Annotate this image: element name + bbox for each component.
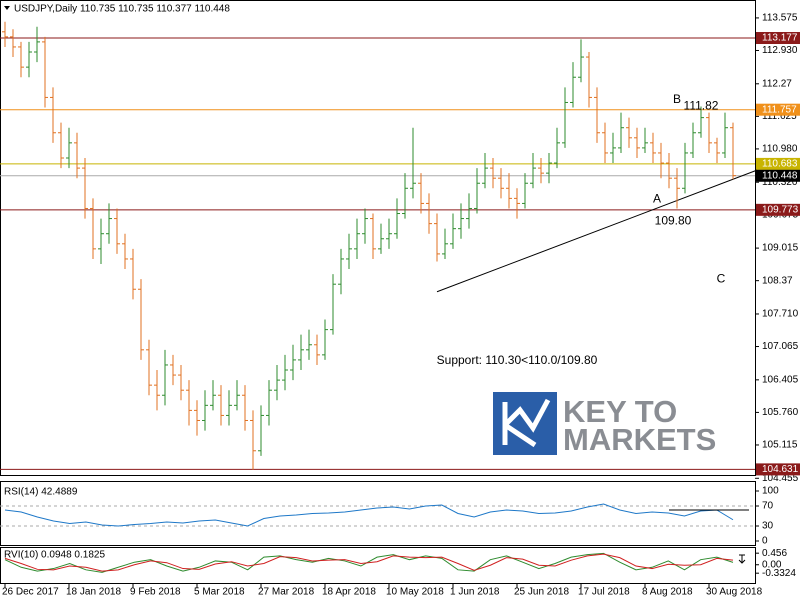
- y-tick-label: 111.625: [762, 111, 797, 122]
- annotation: Support: 110.30<110.0/109.80: [437, 353, 598, 367]
- rvi-title: RVI(10) 0.0948 0.1825: [4, 550, 105, 561]
- rvi-panel: [0, 547, 756, 584]
- level-label-box: [756, 169, 800, 182]
- rsi-panel: [0, 481, 756, 546]
- x-tick-label: 8 Aug 2018: [642, 587, 693, 598]
- y-tick-label: 0.00: [762, 559, 782, 570]
- level-label-box: [756, 463, 800, 476]
- y-tick-label: -0.3324: [762, 568, 796, 579]
- x-tick-label: 27 Mar 2018: [258, 587, 315, 598]
- level-label: 110.683: [762, 159, 798, 170]
- y-tick-label: 107.065: [762, 341, 799, 352]
- y-tick-label: 70: [762, 501, 774, 512]
- level-label: 109.773: [762, 204, 799, 215]
- y-tick-label: 104.455: [762, 473, 799, 484]
- x-tick-label: 18 Jan 2018: [66, 587, 121, 598]
- level-label-box: [756, 32, 800, 45]
- indicator-line: [4, 503, 734, 527]
- annotation: 111.82: [684, 99, 719, 113]
- annotation: B: [673, 92, 681, 106]
- level-label-box: [756, 203, 800, 216]
- y-tick-label: 0.456: [762, 548, 787, 559]
- y-tick-label: 110.320: [762, 177, 798, 188]
- y-tick-label: 106.405: [762, 374, 799, 385]
- y-tick-label: 112.930: [762, 45, 798, 56]
- y-tick-label: 107.710: [762, 309, 799, 320]
- logo-text: KEY TO: [563, 394, 677, 429]
- alert-icon: [738, 554, 746, 564]
- annotation: A: [653, 192, 661, 206]
- annotation: C: [717, 271, 726, 285]
- y-tick-label: 100: [762, 486, 779, 497]
- chart-header: USDJPY,Daily 110.735 110.735 110.377 110…: [14, 4, 230, 15]
- y-tick-label: 110.980: [762, 144, 798, 155]
- x-tick-label: 30 Aug 2018: [706, 587, 763, 598]
- x-tick-label: 17 Jul 2018: [578, 587, 630, 598]
- level-label: 110.448: [762, 170, 798, 181]
- indicator-line: [4, 553, 734, 572]
- y-tick-label: 112.27: [762, 78, 792, 89]
- x-tick-label: 10 May 2018: [386, 587, 444, 598]
- logo: KEY TO MARKETS: [493, 392, 716, 457]
- x-tick-label: 9 Feb 2018: [130, 587, 181, 598]
- logo-text: MARKETS: [563, 422, 716, 457]
- x-tick-label: 18 Apr 2018: [322, 587, 376, 598]
- y-tick-label: 108.37: [762, 275, 793, 286]
- level-label: 113.177: [762, 33, 798, 44]
- main-panel: [0, 0, 756, 476]
- y-tick-label: 113.575: [762, 13, 798, 24]
- y-tick-label: 30: [762, 521, 774, 532]
- trendline: [436, 169, 758, 293]
- level-label-box: [756, 103, 800, 116]
- level-label: 104.631: [762, 464, 799, 475]
- y-tick-label: 105.760: [762, 407, 799, 418]
- y-tick-label: 109.015: [762, 243, 799, 254]
- level-label-box: [756, 157, 800, 170]
- indicator-line: [4, 552, 734, 573]
- level-label: 111.757: [762, 104, 797, 115]
- rsi-title: RSI(14) 42.4889: [4, 487, 78, 498]
- menu-arrow: [4, 6, 10, 10]
- annotation: 109.80: [655, 213, 692, 227]
- x-tick-label: 26 Dec 2017: [2, 587, 59, 598]
- x-tick-label: 5 Mar 2018: [194, 587, 245, 598]
- y-tick-label: 105.115: [762, 440, 798, 451]
- x-tick-label: 1 Jun 2018: [450, 587, 500, 598]
- x-tick-label: 25 Jun 2018: [514, 587, 569, 598]
- logo-mark: [502, 398, 551, 448]
- y-tick-label: 0: [762, 536, 768, 547]
